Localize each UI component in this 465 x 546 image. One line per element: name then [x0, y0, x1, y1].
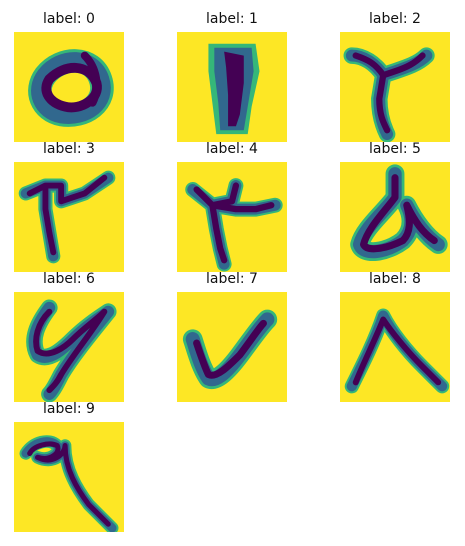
- digit-image-5: [340, 162, 450, 272]
- digit-cell-4: label: 4: [177, 138, 287, 272]
- digit-image-6: [14, 292, 124, 402]
- digit-cell-0: label: 0: [14, 8, 124, 142]
- digit-cell-9: label: 9: [14, 398, 124, 532]
- digit-cell-5: label: 5: [340, 138, 450, 272]
- digit-image-0: [14, 32, 124, 142]
- digit-image-8: [340, 292, 450, 402]
- digit-cell-7: label: 7: [177, 268, 287, 402]
- digit-image-9: [14, 422, 124, 532]
- digit-image-3: [14, 162, 124, 272]
- digit-image-7: [177, 292, 287, 402]
- digit-image-1: [177, 32, 287, 142]
- digit-cell-1: label: 1: [177, 8, 287, 142]
- digit-label-4: label: 4: [206, 141, 258, 157]
- digit-image-2: [340, 32, 450, 142]
- digit-label-6: label: 6: [43, 271, 95, 287]
- digit-cell-8: label: 8: [340, 268, 450, 402]
- digit-label-3: label: 3: [43, 141, 95, 157]
- digit-label-1: label: 1: [206, 11, 258, 27]
- digit-cell-2: label: 2: [340, 8, 450, 142]
- digit-cell-6: label: 6: [14, 268, 124, 402]
- image-background: [177, 162, 287, 272]
- digit-label-7: label: 7: [206, 271, 258, 287]
- digit-label-9: label: 9: [43, 401, 95, 417]
- digit-label-5: label: 5: [369, 141, 421, 157]
- digit-cell-3: label: 3: [14, 138, 124, 272]
- digit-label-8: label: 8: [369, 271, 421, 287]
- digit-label-0: label: 0: [43, 11, 95, 27]
- digit-image-4: [177, 162, 287, 272]
- digit-label-2: label: 2: [369, 11, 421, 27]
